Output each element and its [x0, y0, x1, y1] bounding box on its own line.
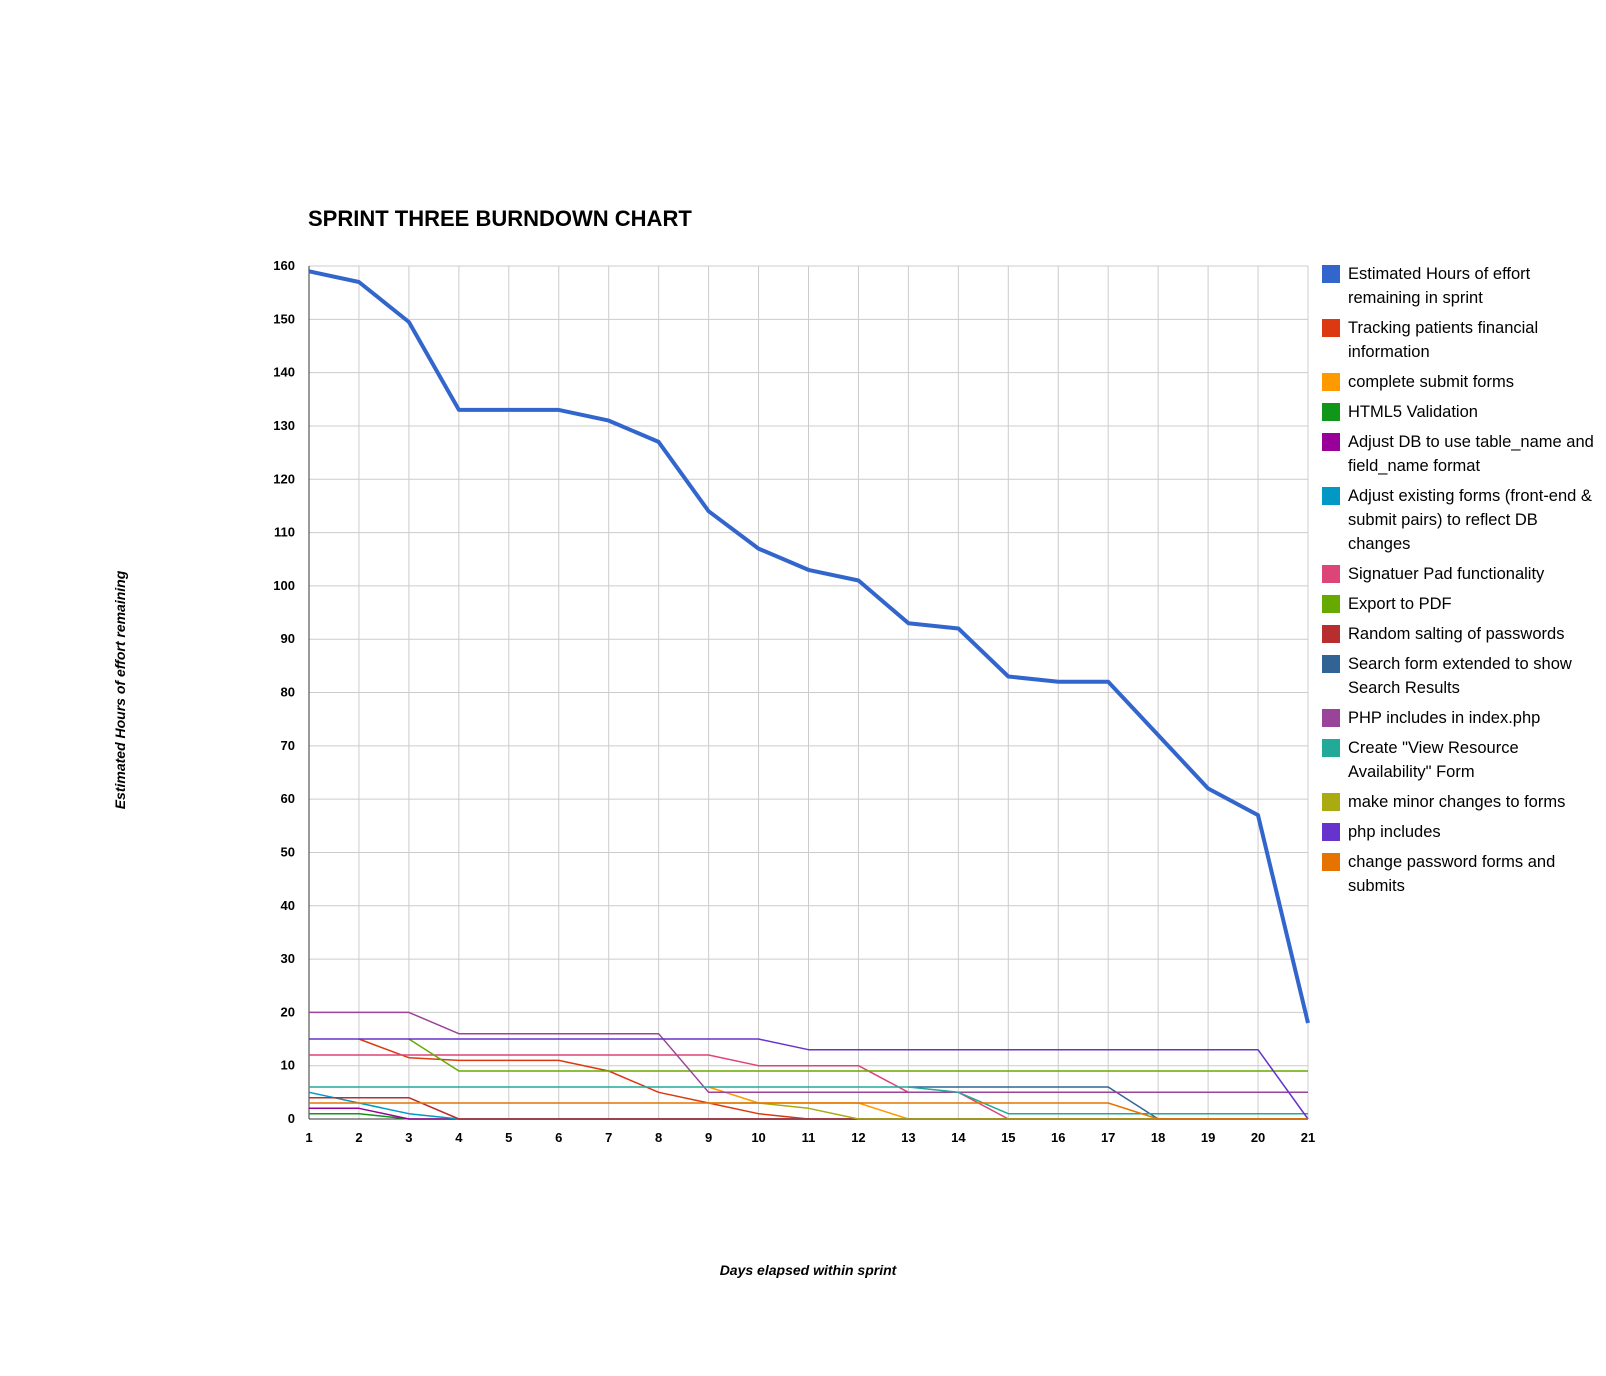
legend-swatch — [1322, 319, 1340, 337]
x-tick-label: 12 — [851, 1130, 865, 1145]
series-line-1 — [308, 269, 1310, 1024]
legend-item: Create "View Resource Availability" Form — [1322, 736, 1604, 784]
legend-item: Search form extended to show Search Resu… — [1322, 652, 1604, 700]
legend-label: complete submit forms — [1348, 373, 1514, 391]
y-tick-label: 70 — [281, 738, 295, 753]
grid-lines — [308, 265, 1309, 1120]
legend-item: change password forms and submits — [1322, 850, 1604, 898]
legend-swatch — [1322, 853, 1340, 871]
y-tick-label: 60 — [281, 791, 295, 806]
x-tick-label: 18 — [1151, 1130, 1165, 1145]
legend-swatch — [1322, 793, 1340, 811]
legend-label: Signatuer Pad functionality — [1348, 565, 1545, 583]
legend-label: Create "View Resource Availability" Form — [1348, 739, 1519, 781]
y-tick-label: 120 — [273, 471, 295, 486]
legend-swatch — [1322, 403, 1340, 421]
legend-label: Estimated Hours of effort remaining in s… — [1348, 265, 1531, 307]
series-line-11 — [309, 1011, 1308, 1094]
legend-item: Estimated Hours of effort remaining in s… — [1322, 262, 1604, 310]
x-tick-label: 6 — [555, 1130, 562, 1145]
legend-item: Adjust DB to use table_name and field_na… — [1322, 430, 1604, 478]
legend-label: Search form extended to show Search Resu… — [1348, 655, 1572, 697]
x-tick-label: 10 — [751, 1130, 765, 1145]
y-tick-label: 130 — [273, 418, 295, 433]
legend-label: Tracking patients financial information — [1348, 319, 1539, 361]
legend-swatch — [1322, 373, 1340, 391]
legend-swatch — [1322, 655, 1340, 673]
legend-swatch — [1322, 487, 1340, 505]
legend-item: Export to PDF — [1322, 592, 1604, 616]
y-tick-label: 150 — [273, 311, 295, 326]
x-tick-label: 20 — [1251, 1130, 1265, 1145]
x-axis-label: Days elapsed within sprint — [719, 1262, 897, 1278]
legend-swatch — [1322, 265, 1340, 283]
x-tick-label: 4 — [455, 1130, 463, 1145]
legend-item: Adjust existing forms (front-end & submi… — [1322, 484, 1604, 556]
legend-label: php includes — [1348, 823, 1441, 841]
x-tick-label: 2 — [355, 1130, 362, 1145]
x-tick-label: 14 — [951, 1130, 966, 1145]
y-axis-label: Estimated Hours of effort remaining — [112, 570, 128, 810]
x-tick-label: 17 — [1101, 1130, 1115, 1145]
x-tick-label: 15 — [1001, 1130, 1015, 1145]
series-line-2 — [358, 1038, 1308, 1120]
legend-swatch — [1322, 595, 1340, 613]
legend-item: Signatuer Pad functionality — [1322, 562, 1604, 586]
legend-label: change password forms and submits — [1348, 853, 1556, 895]
legend-label: PHP includes in index.php — [1348, 709, 1541, 727]
y-tick-labels: 0 10 20 30 40 50 60 70 80 90 100 110 120 130 140 150 160 — [273, 258, 295, 1126]
legend-item: make minor changes to forms — [1322, 790, 1604, 814]
x-tick-label: 5 — [505, 1130, 512, 1145]
legend-label: Adjust DB to use table_name and field_na… — [1348, 433, 1594, 475]
legend-swatch — [1322, 823, 1340, 841]
x-tick-label: 9 — [705, 1130, 712, 1145]
x-tick-label: 13 — [901, 1130, 915, 1145]
legend-label: make minor changes to forms — [1348, 793, 1566, 811]
legend-swatch — [1322, 625, 1340, 643]
x-tick-label: 3 — [405, 1130, 412, 1145]
y-tick-label: 20 — [281, 1004, 295, 1019]
y-tick-label: 0 — [288, 1111, 295, 1126]
y-tick-label: 90 — [281, 631, 295, 646]
legend-label: Adjust existing forms (front-end & submi… — [1348, 487, 1592, 553]
chart-title: SPRINT THREE BURNDOWN CHART — [308, 206, 692, 231]
y-tick-label: 160 — [273, 258, 295, 273]
legend-label: Export to PDF — [1348, 595, 1452, 613]
y-tick-label: 40 — [281, 898, 295, 913]
y-tick-label: 100 — [273, 578, 295, 593]
legend: Estimated Hours of effort remaining in s… — [1322, 262, 1604, 904]
y-tick-label: 10 — [281, 1058, 295, 1073]
y-tick-label: 140 — [273, 365, 295, 380]
x-tick-label: 7 — [605, 1130, 612, 1145]
series-lines — [308, 269, 1310, 1120]
y-tick-label: 80 — [281, 685, 295, 700]
y-tick-label: 50 — [281, 844, 295, 859]
legend-item: php includes — [1322, 820, 1604, 844]
x-tick-label: 16 — [1051, 1130, 1065, 1145]
x-tick-label: 11 — [802, 1130, 816, 1145]
legend-item: HTML5 Validation — [1322, 400, 1604, 424]
series-line-14 — [309, 1038, 1309, 1120]
legend-item: complete submit forms — [1322, 370, 1604, 394]
x-tick-label: 21 — [1301, 1130, 1315, 1145]
x-tick-label: 19 — [1201, 1130, 1215, 1145]
legend-label: Random salting of passwords — [1348, 625, 1565, 643]
legend-swatch — [1322, 565, 1340, 583]
legend-label: HTML5 Validation — [1348, 403, 1478, 421]
legend-item: Random salting of passwords — [1322, 622, 1604, 646]
y-tick-label: 110 — [274, 525, 295, 540]
legend-item: PHP includes in index.php — [1322, 706, 1604, 730]
legend-item: Tracking patients financial information — [1322, 316, 1604, 364]
legend-swatch — [1322, 709, 1340, 727]
series-line-15 — [309, 1102, 1308, 1120]
y-tick-label: 30 — [281, 951, 295, 966]
legend-swatch — [1322, 433, 1340, 451]
x-tick-labels: 1 2 3 4 5 6 7 8 9 10 11 12 13 14 15 16 17 18 19 20 21 — [305, 1130, 1315, 1145]
series-line-8 — [408, 1038, 1308, 1072]
legend-swatch — [1322, 739, 1340, 757]
x-tick-label: 8 — [655, 1130, 662, 1145]
x-tick-label: 1 — [305, 1130, 312, 1145]
